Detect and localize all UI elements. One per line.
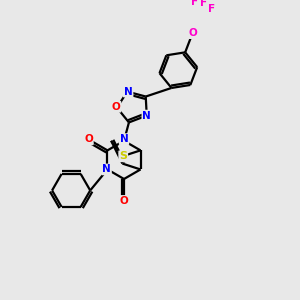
Text: O: O	[84, 134, 93, 144]
Text: S: S	[119, 151, 127, 161]
Text: O: O	[188, 28, 197, 38]
Text: F: F	[200, 0, 208, 8]
Text: F: F	[208, 4, 215, 14]
Text: N: N	[124, 87, 133, 97]
Text: N: N	[120, 134, 128, 144]
Text: N: N	[142, 111, 151, 121]
Text: O: O	[112, 102, 120, 112]
Text: O: O	[120, 196, 128, 206]
Text: F: F	[190, 0, 198, 7]
Text: N: N	[102, 164, 111, 174]
